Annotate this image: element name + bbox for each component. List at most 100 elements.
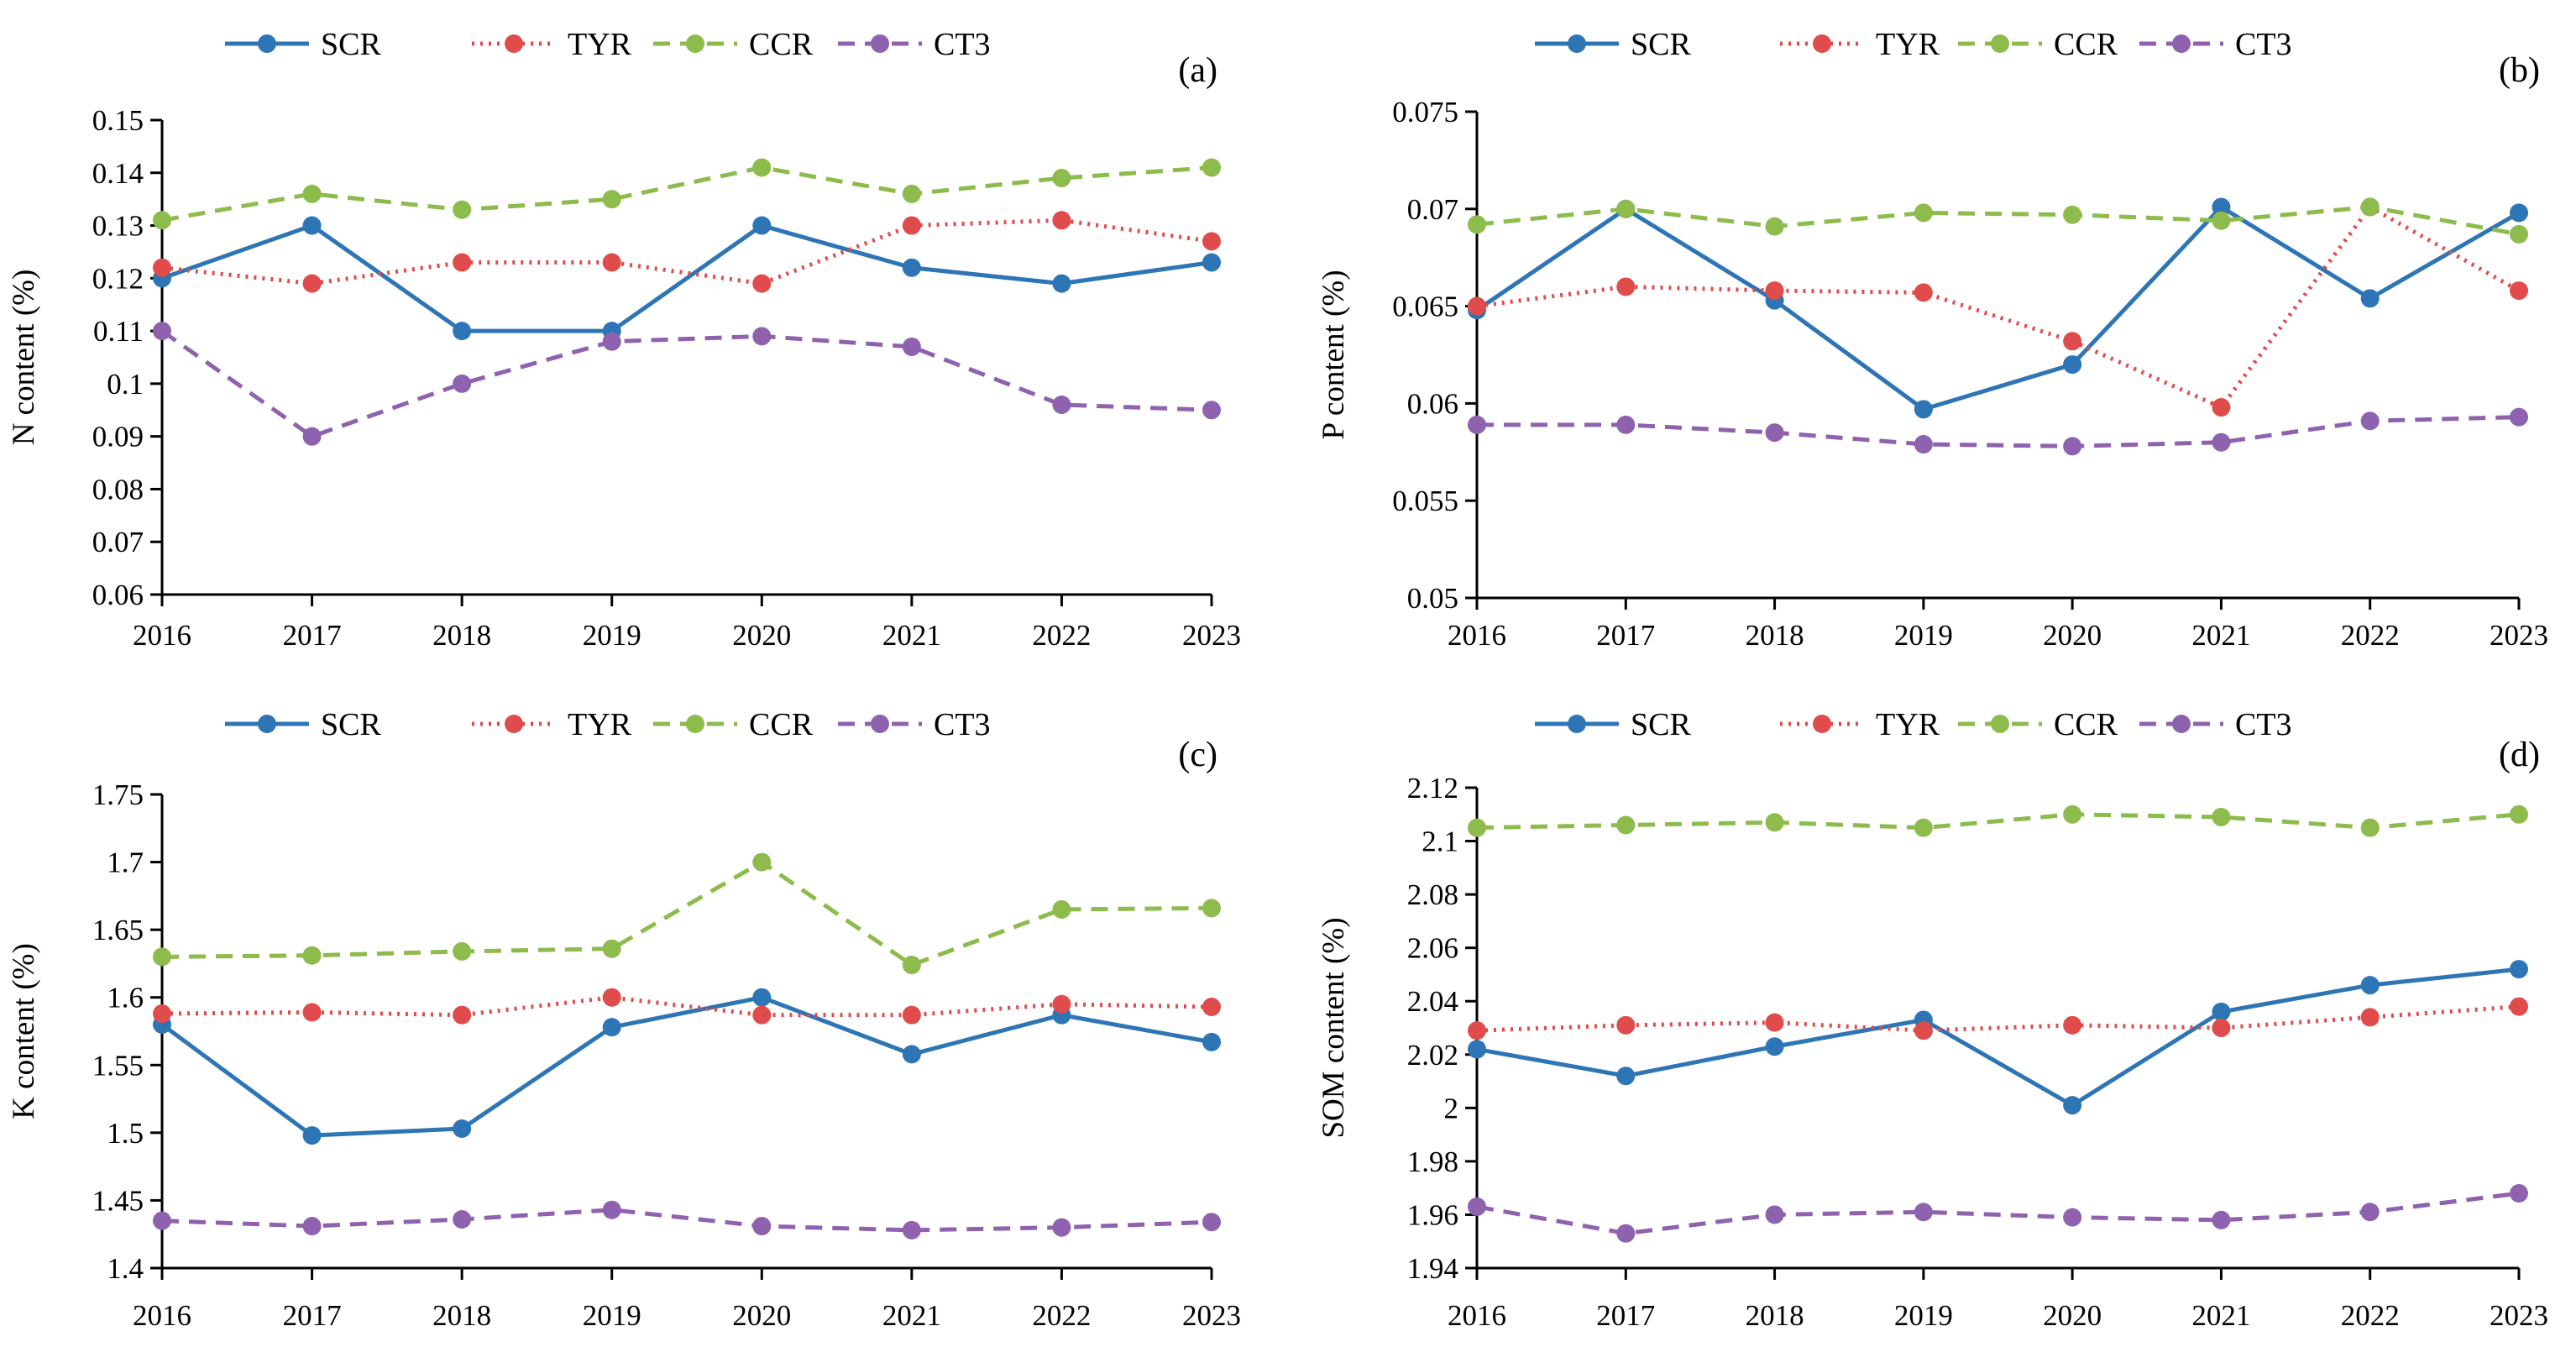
- data-point-tyr: [153, 1004, 171, 1024]
- x-tick-label: 2021: [882, 619, 941, 652]
- x-tick-label: 2018: [1746, 1299, 1804, 1332]
- data-point-scr: [453, 322, 472, 341]
- data-point-tyr: [2212, 398, 2231, 417]
- data-point-scr: [2510, 960, 2528, 979]
- data-point-tyr: [1616, 277, 1636, 296]
- data-point-ct3: [1202, 401, 1221, 420]
- data-point-ccr: [1468, 215, 1486, 234]
- legend-label-scr: SCR: [321, 27, 381, 62]
- x-tick-label: 2023: [2490, 1299, 2548, 1332]
- data-point-ccr: [902, 184, 921, 203]
- legend-label-ct3: CT3: [934, 27, 991, 62]
- panel-label: (d): [2499, 736, 2540, 774]
- data-point-tyr: [1914, 1021, 1933, 1040]
- data-point-tyr: [453, 253, 472, 272]
- legend-label-tyr: TYR: [1876, 27, 1940, 62]
- x-tick-label: 2018: [1746, 619, 1804, 652]
- legend-label-ccr: CCR: [749, 707, 814, 742]
- data-point-ct3: [752, 327, 772, 346]
- series-ct3: [153, 1200, 1221, 1240]
- data-point-ct3: [602, 1200, 621, 1219]
- data-point-ccr: [1468, 818, 1486, 837]
- y-tick-label: 0.06: [92, 579, 144, 611]
- data-point-ct3: [2212, 1210, 2231, 1229]
- y-tick-label: 0.13: [92, 210, 144, 243]
- data-point-ccr: [602, 939, 621, 958]
- series-line-scr: [160, 995, 1212, 1138]
- y-tick-label: 1.96: [1407, 1198, 1458, 1231]
- y-tick-label: 0.11: [93, 315, 144, 348]
- data-point-ct3: [1468, 415, 1486, 434]
- y-tick-label: 1.98: [1407, 1145, 1458, 1178]
- data-point-scr: [1468, 1040, 1486, 1059]
- data-point-ccr: [302, 184, 322, 203]
- y-tick-label: 2: [1444, 1092, 1459, 1124]
- y-tick-label: 0.055: [1392, 485, 1458, 517]
- x-tick-label: 2017: [283, 1299, 342, 1332]
- data-point-tyr: [1914, 283, 1933, 302]
- data-point-ccr: [2212, 807, 2231, 826]
- series-ccr: [153, 852, 1221, 975]
- data-point-ct3: [2360, 1203, 2380, 1222]
- x-tick-label: 2019: [1894, 1299, 1953, 1332]
- panel-label: (a): [1178, 51, 1217, 90]
- data-point-tyr: [1616, 1015, 1636, 1035]
- series-line-scr: [161, 223, 1212, 333]
- data-point-ccr: [153, 211, 171, 230]
- chart-legend: SCR TYR CCR CT3: [1535, 27, 2292, 62]
- data-point-ccr: [602, 190, 621, 209]
- data-point-scr: [1202, 1032, 1221, 1051]
- legend-marker-ccr: [1991, 715, 2009, 733]
- legend-marker-tyr: [505, 715, 523, 733]
- data-point-scr: [902, 258, 921, 277]
- legend-label-tyr: TYR: [568, 27, 632, 62]
- data-point-tyr: [2510, 997, 2528, 1016]
- y-tick-label: 2.02: [1407, 1039, 1458, 1072]
- data-point-ccr: [453, 200, 472, 219]
- y-tick-label: 0.07: [92, 526, 144, 558]
- series-line-tyr: [1476, 1004, 2520, 1033]
- x-tick-label: 2021: [2191, 1299, 2250, 1332]
- data-point-ccr: [1914, 203, 1933, 223]
- data-point-ccr: [153, 947, 171, 967]
- y-tick-label: 2.04: [1407, 985, 1458, 1018]
- series-line-ccr: [1476, 204, 2520, 237]
- chart-panel-4: SCR TYR CCR CT3 (d) 1.94 1.96 1.98 2 2.02 2.04 2.06…: [1317, 707, 2548, 1332]
- data-point-scr: [2212, 197, 2231, 217]
- data-point-scr: [2360, 976, 2380, 995]
- data-point-ccr: [1616, 815, 1636, 835]
- legend-label-tyr: TYR: [568, 707, 632, 742]
- legend-marker-scr: [1568, 34, 1586, 53]
- y-tick-label: 1.4: [107, 1252, 144, 1285]
- legend-marker-scr: [258, 715, 276, 733]
- y-axis-label: P content (%): [1317, 270, 1351, 439]
- data-point-tyr: [902, 216, 921, 235]
- y-tick-label: 0.065: [1392, 291, 1458, 323]
- data-point-ct3: [1202, 1213, 1221, 1232]
- data-point-ct3: [1468, 1197, 1486, 1216]
- x-tick-label: 2023: [1182, 619, 1241, 652]
- series-line-ccr: [161, 165, 1212, 223]
- series-line-scr: [1475, 204, 2521, 411]
- data-point-ct3: [1616, 415, 1636, 434]
- legend-label-ccr: CCR: [2054, 27, 2118, 62]
- x-tick-label: 2016: [133, 619, 191, 652]
- series-tyr: [1468, 997, 2528, 1040]
- x-tick-label: 2018: [432, 619, 491, 652]
- data-point-tyr: [1468, 296, 1486, 316]
- data-point-tyr: [453, 1005, 472, 1025]
- x-tick-label: 2017: [283, 619, 342, 652]
- data-point-tyr: [1765, 281, 1784, 301]
- legend-marker-ct3: [2172, 715, 2191, 733]
- series-ccr: [1468, 805, 2528, 837]
- data-point-scr: [1616, 1067, 1636, 1086]
- legend-marker-tyr: [1813, 715, 1831, 733]
- series-line-scr: [1476, 967, 2520, 1108]
- x-tick-label: 2022: [1032, 1299, 1091, 1332]
- data-point-scr: [2360, 289, 2380, 308]
- legend-marker-tyr: [505, 34, 523, 53]
- x-tick-label: 2019: [1894, 619, 1953, 652]
- data-point-scr: [2063, 355, 2082, 375]
- x-tick-label: 2020: [2043, 1299, 2102, 1332]
